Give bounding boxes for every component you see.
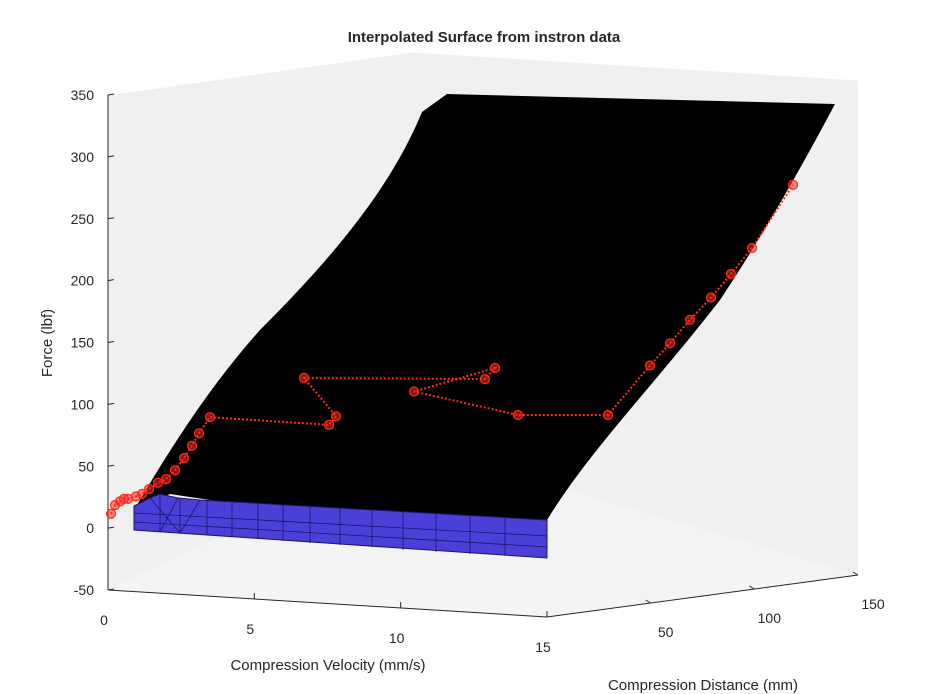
z-tick-label: 300 <box>71 149 95 165</box>
data-point <box>323 419 335 430</box>
x-axis-label: Compression Velocity (mm/s) <box>230 657 425 674</box>
z-tick-mark <box>107 402 115 405</box>
data-point <box>725 268 737 280</box>
z-tick-label: 200 <box>71 273 95 289</box>
interpolated-surface <box>134 94 835 520</box>
data-point <box>186 440 198 451</box>
z-tick-mark <box>107 341 115 343</box>
data-trace <box>110 184 794 515</box>
data-point <box>298 372 310 383</box>
z-tick-mark <box>107 93 115 96</box>
data-point <box>705 292 717 303</box>
y-tick-label: 150 <box>861 596 885 612</box>
data-point <box>787 179 799 190</box>
y-tick-mark <box>749 585 755 590</box>
pane-edges <box>107 51 859 96</box>
z-tick-mark <box>107 526 115 529</box>
data-point <box>479 374 491 385</box>
x-tick-label: 10 <box>389 630 405 646</box>
z-tick-label: 350 <box>71 87 95 103</box>
data-point <box>684 314 696 325</box>
z-tick-mark <box>107 279 115 282</box>
z-tick-label: 100 <box>71 396 95 412</box>
data-point <box>169 465 181 476</box>
y-tick-mark <box>852 571 859 576</box>
y-axis-line <box>546 574 859 618</box>
z-tick-mark <box>107 217 115 220</box>
y-axis-label: Compression Distance (mm) <box>608 677 798 694</box>
y-tick-label: 50 <box>658 624 674 640</box>
data-point <box>602 409 614 421</box>
z-tick-label: 50 <box>78 458 94 474</box>
z-tick-mark <box>107 464 115 467</box>
z-tick-label: -50 <box>74 582 94 598</box>
z-tick-label: 250 <box>71 211 95 227</box>
chart-title: Interpolated Surface from instron data <box>348 29 621 46</box>
y-tick-mark <box>645 599 651 604</box>
z-tick-label: 0 <box>86 520 94 536</box>
z-tick-mark <box>107 155 115 158</box>
x-axis-line <box>107 589 548 618</box>
data-point <box>512 409 524 421</box>
data-points <box>105 179 799 519</box>
data-point <box>408 386 420 397</box>
x-axis-ticks: 0 5 10 15 <box>100 584 551 655</box>
data-point <box>664 338 676 349</box>
data-point <box>178 453 190 464</box>
data-point <box>105 508 117 519</box>
y-axis-ticks: 50 100 150 <box>645 571 885 640</box>
data-point <box>330 411 342 422</box>
z-tick-label: 150 <box>71 335 95 351</box>
data-point <box>143 483 155 495</box>
data-point <box>136 488 148 499</box>
data-point <box>746 242 758 254</box>
data-point <box>160 474 172 485</box>
x-tick-label: 15 <box>535 639 551 655</box>
z-tick-mark <box>107 588 115 591</box>
data-point <box>644 360 656 371</box>
z-axis-ticks: -50 0 50 100 150 200 250 300 350 <box>71 87 115 598</box>
x-tick-label: 0 <box>100 612 108 628</box>
base-mesh <box>133 493 548 559</box>
data-point <box>204 412 216 423</box>
z-axis-label: Force (lbf) <box>39 309 56 377</box>
data-point <box>489 362 501 374</box>
data-point <box>193 428 205 439</box>
x-tick-label: 5 <box>246 621 254 637</box>
y-tick-label: 100 <box>758 610 782 626</box>
